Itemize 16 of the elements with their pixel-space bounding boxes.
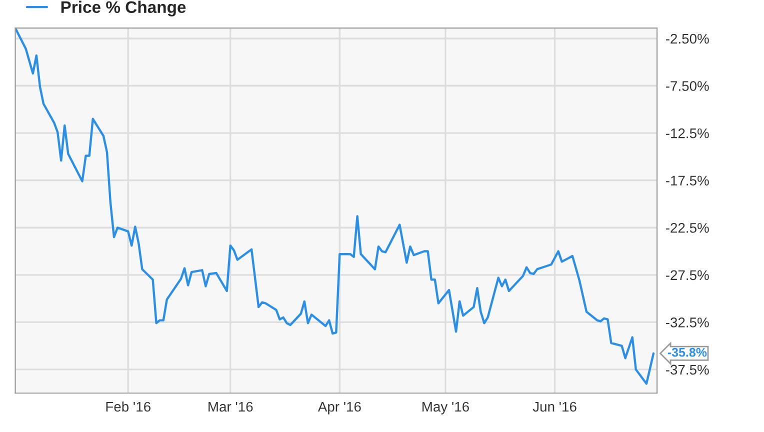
x-tick-label: Feb '16 [106, 401, 150, 412]
legend-label: Price % Change [61, 0, 186, 16]
x-tick-label: Mar '16 [208, 402, 253, 412]
y-tick-label: -12.5% [666, 128, 709, 138]
y-tick-label: -17.5% [666, 176, 709, 186]
y-tick-label: -37.5% [666, 364, 709, 375]
x-tick-label: Jun '16 [532, 402, 576, 412]
x-tick-label: May '16 [422, 402, 469, 414]
y-tick-label: -2.50% [666, 34, 709, 44]
line-series [15, 28, 655, 385]
y-tick-label: -22.5% [666, 222, 709, 233]
y-tick-label: -32.5% [666, 318, 709, 328]
annotation: -35.8% [668, 348, 707, 357]
x-tick-label: Apr '16 [318, 402, 361, 414]
y-tick-label: -7.50% [666, 81, 709, 91]
y-tick-label: -27.5% [666, 270, 709, 280]
